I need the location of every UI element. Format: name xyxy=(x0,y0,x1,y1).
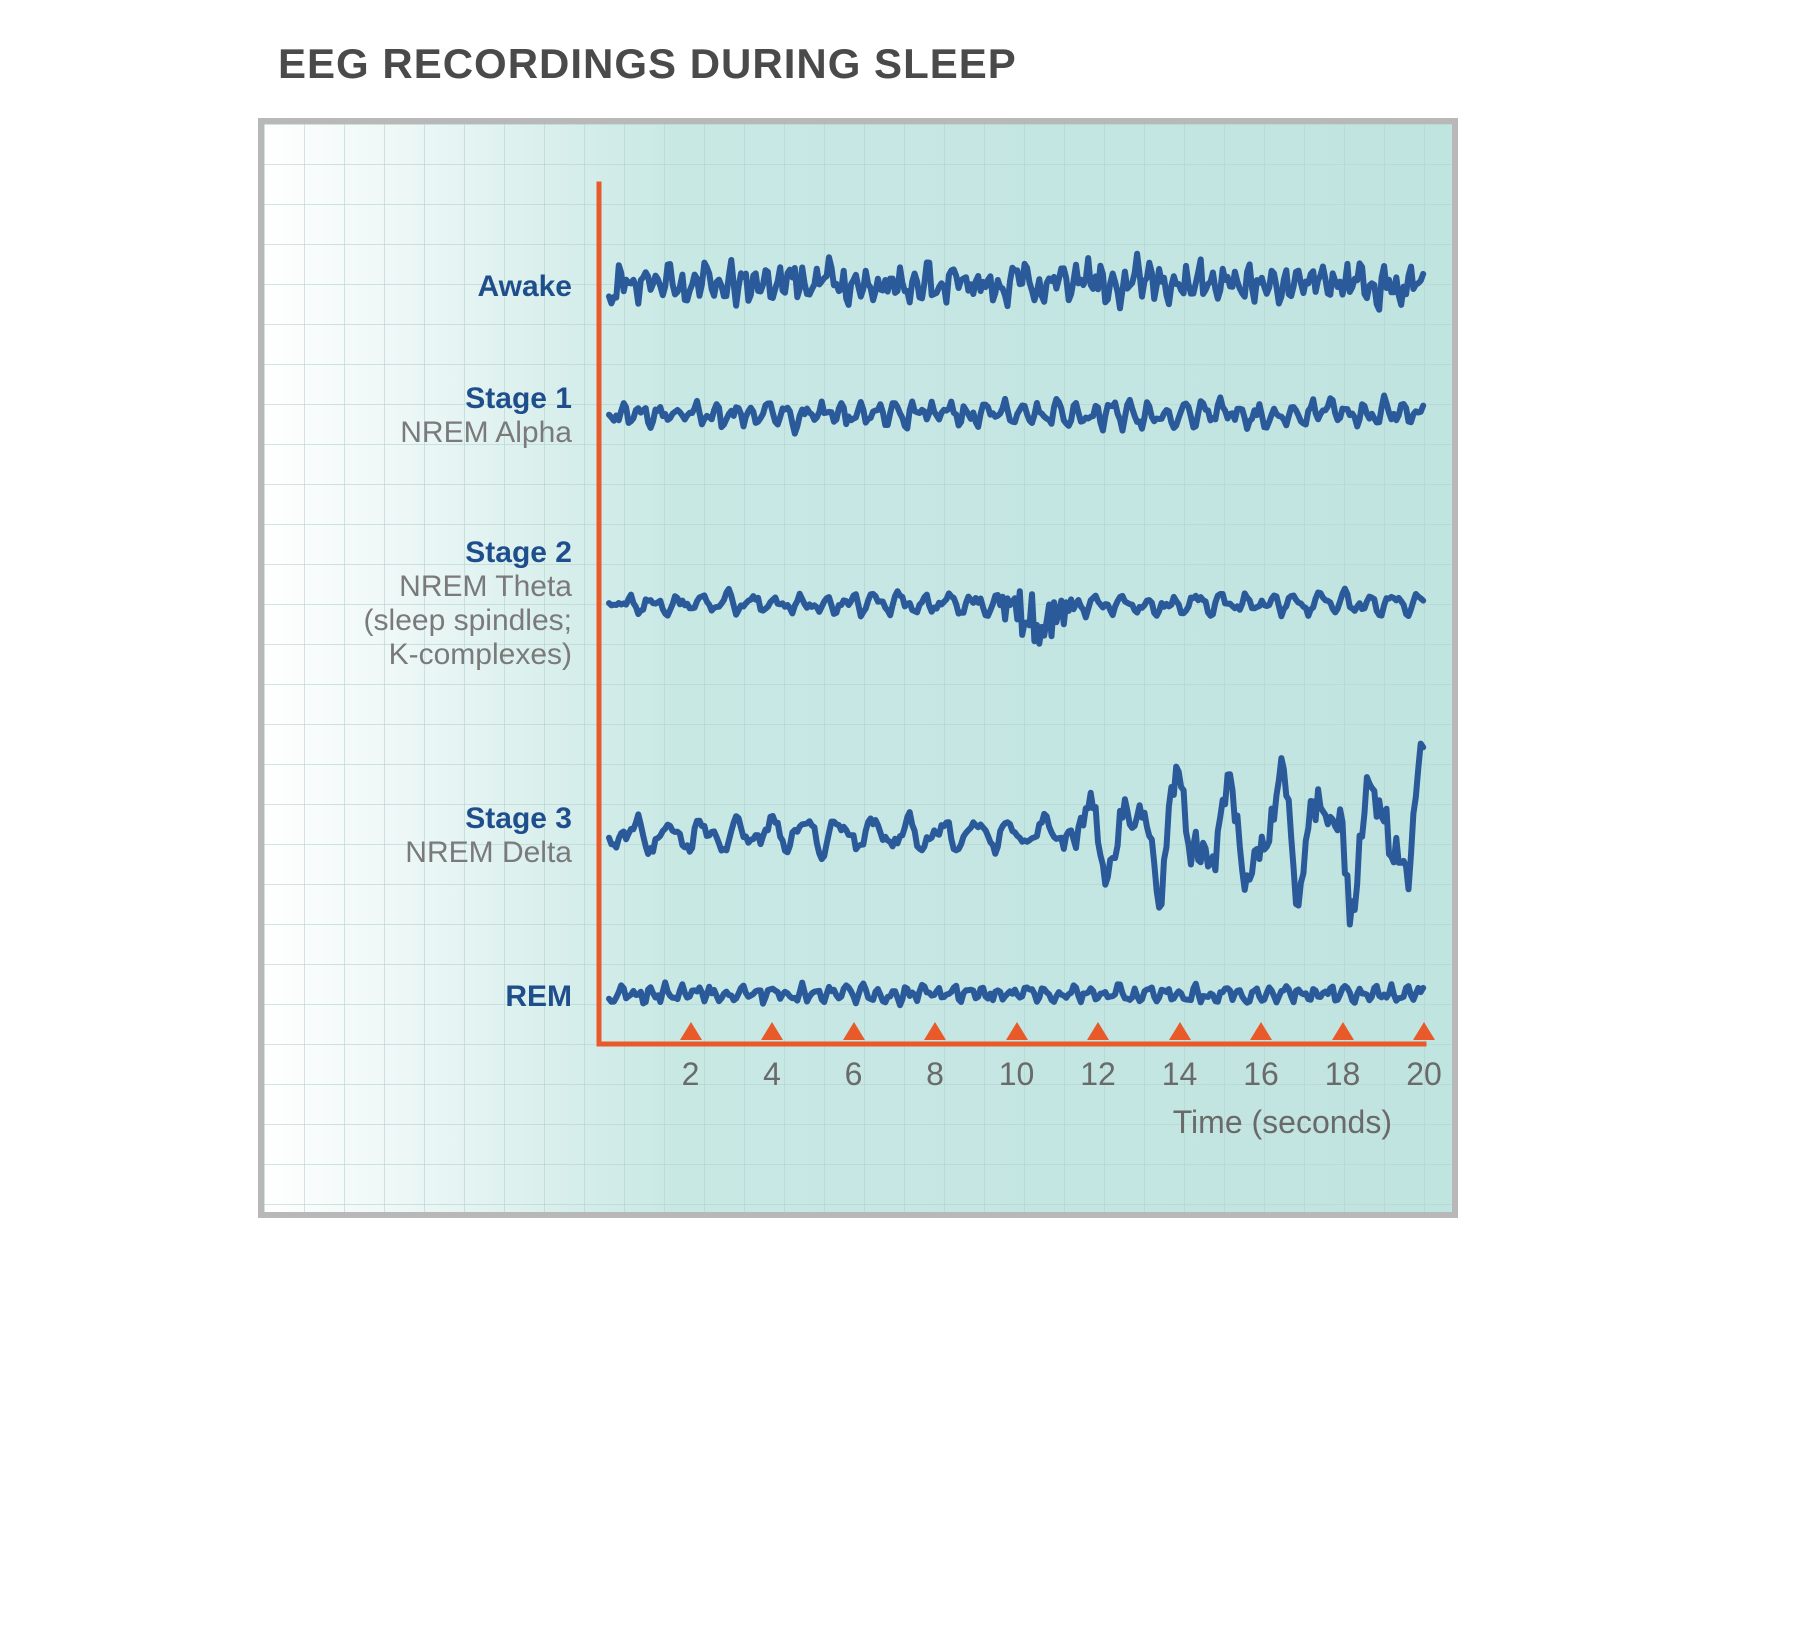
x-tick-label: 12 xyxy=(1080,1056,1116,1093)
x-tick-marker xyxy=(761,1022,783,1040)
x-tick-label: 16 xyxy=(1243,1056,1279,1093)
stage-title: Stage 3 xyxy=(264,802,572,836)
waveform-stage1 xyxy=(609,396,1423,434)
x-tick-label: 14 xyxy=(1162,1056,1198,1093)
x-tick-marker xyxy=(1169,1022,1191,1040)
x-tick-label: 2 xyxy=(682,1056,700,1093)
x-tick-label: 4 xyxy=(763,1056,781,1093)
stage-label-stage3: Stage 3NREM Delta xyxy=(264,802,584,870)
stage-label-awake: Awake xyxy=(264,270,584,304)
stage-label-rem: REM xyxy=(264,980,584,1014)
waveform-stage3 xyxy=(609,744,1423,925)
x-tick-marker xyxy=(1006,1022,1028,1040)
stage-subtitle: (sleep spindles; xyxy=(264,604,572,638)
stage-title: Stage 2 xyxy=(264,536,572,570)
x-tick-marker xyxy=(843,1022,865,1040)
chart-frame: Awake Stage 1NREM Alpha Stage 2NREM Theta(… xyxy=(258,118,1458,1218)
stage-subtitle: NREM Alpha xyxy=(264,416,572,450)
x-tick-marker xyxy=(680,1022,702,1040)
figure-title: EEG RECORDINGS DURING SLEEP xyxy=(278,40,1538,88)
x-tick-marker xyxy=(1332,1022,1354,1040)
x-tick-marker xyxy=(1250,1022,1272,1040)
eeg-figure: EEG RECORDINGS DURING SLEEP Awake Stage 1… xyxy=(258,40,1538,1218)
x-tick-label: 20 xyxy=(1406,1056,1442,1093)
x-axis-label: Time (seconds) xyxy=(1173,1104,1392,1141)
stage-title: Stage 1 xyxy=(264,382,572,416)
waveform-rem xyxy=(609,982,1423,1005)
stage-subtitle: NREM Theta xyxy=(264,570,572,604)
x-tick-label: 18 xyxy=(1325,1056,1361,1093)
stage-subtitle: NREM Delta xyxy=(264,836,572,870)
stage-label-stage1: Stage 1NREM Alpha xyxy=(264,382,584,450)
stage-title: Awake xyxy=(264,270,572,304)
x-tick-marker xyxy=(1413,1022,1435,1040)
x-tick-label: 10 xyxy=(999,1056,1035,1093)
stage-subtitle: K-complexes) xyxy=(264,638,572,672)
stage-label-stage2: Stage 2NREM Theta(sleep spindles;K-compl… xyxy=(264,536,584,672)
x-tick-marker xyxy=(924,1022,946,1040)
stage-title: REM xyxy=(264,980,572,1014)
x-tick-label: 8 xyxy=(926,1056,944,1093)
waveform-awake xyxy=(609,254,1423,310)
x-tick-marker xyxy=(1087,1022,1109,1040)
waveform-stage2 xyxy=(609,589,1423,644)
x-tick-label: 6 xyxy=(845,1056,863,1093)
